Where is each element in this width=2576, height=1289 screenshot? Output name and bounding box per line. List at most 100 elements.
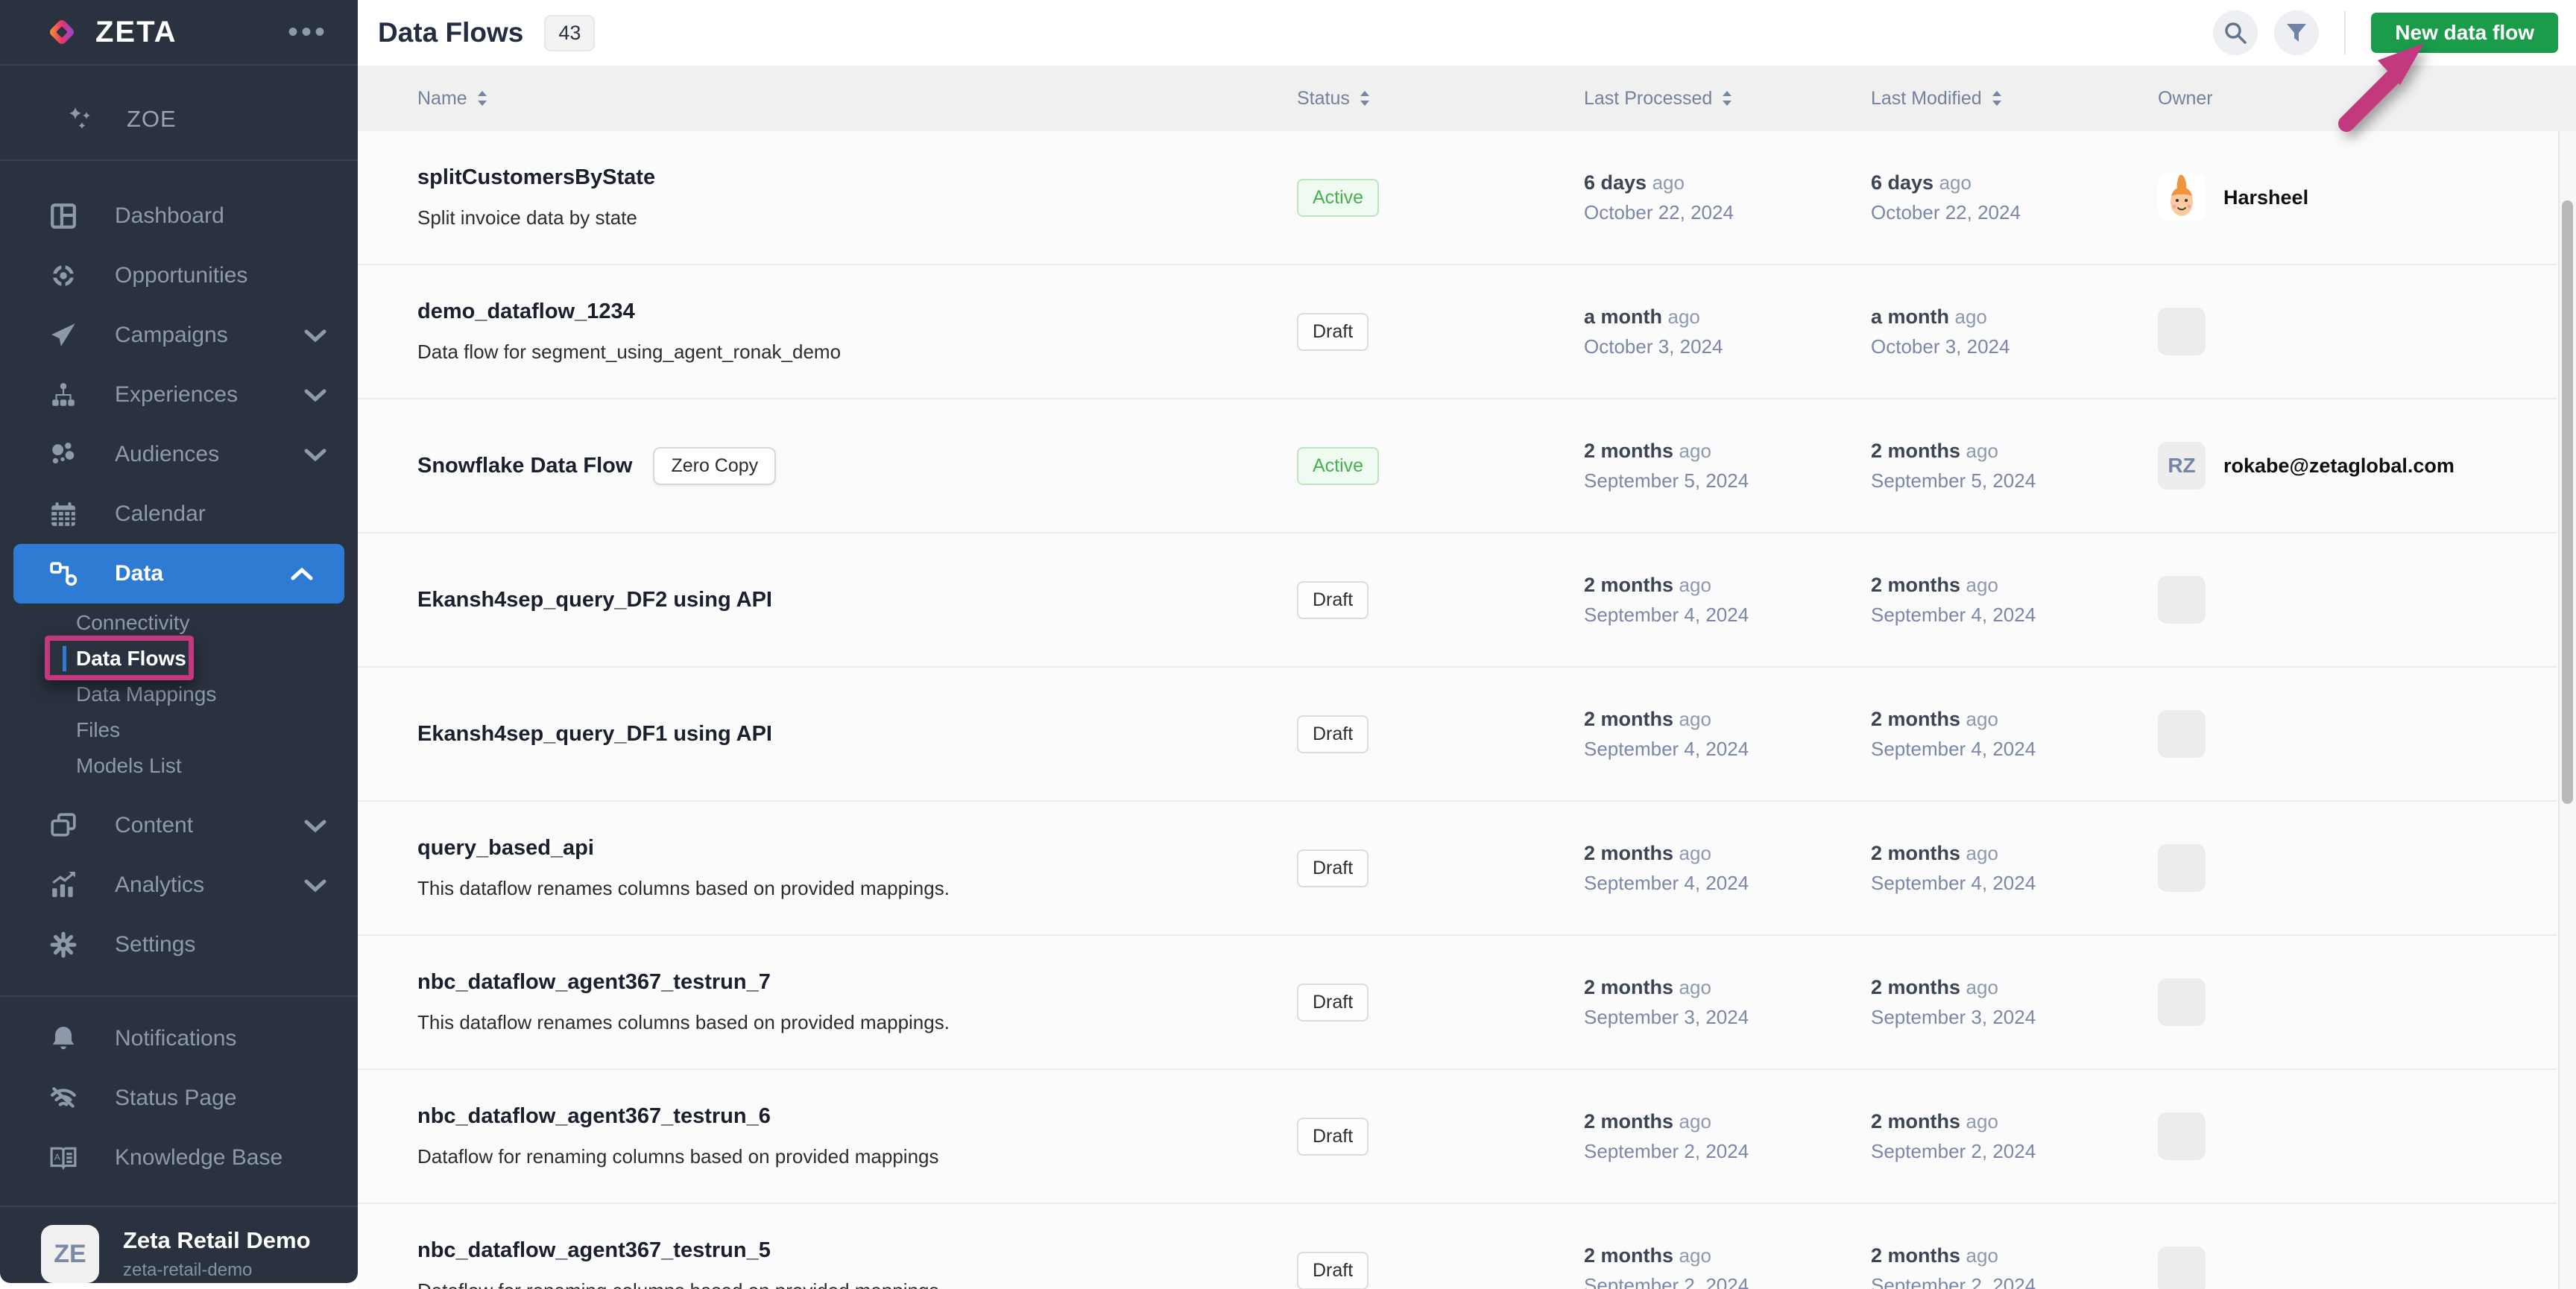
last-modified-relative: 2 months — [1871, 707, 1961, 730]
sidebar-item-label: Content — [115, 813, 194, 837]
sidebar-subitem-label: Connectivity — [76, 611, 190, 634]
sidebar-item-audiences[interactable]: Audiences — [0, 425, 358, 484]
ago-label: ago — [1939, 171, 1972, 194]
last-processed-relative: 2 months — [1584, 1244, 1674, 1267]
ago-label: ago — [1966, 439, 1998, 462]
sidebar-item-label: Opportunities — [115, 263, 248, 288]
sort-icon — [1721, 89, 1733, 107]
scrollbar-thumb[interactable] — [2562, 200, 2573, 804]
status-badge: Draft — [1297, 312, 1369, 351]
column-label: Status — [1297, 87, 1350, 109]
last-processed-relative: 2 months — [1584, 841, 1674, 864]
table-row[interactable]: nbc_dataflow_agent367_testrun_6 Dataflow… — [358, 1070, 2557, 1204]
sidebar-item-analytics[interactable]: Analytics — [0, 855, 358, 915]
data-flow-icon — [48, 559, 79, 589]
last-modified-date: September 2, 2024 — [1871, 1139, 2036, 1162]
audience-dots-icon — [48, 440, 79, 469]
sidebar-item-calendar[interactable]: Calendar — [0, 484, 358, 544]
column-label: Last Processed — [1584, 87, 1713, 109]
owner-avatar-empty — [2158, 1112, 2206, 1160]
column-header-name[interactable]: Name — [417, 88, 1297, 110]
sidebar-item-content[interactable]: Content — [0, 796, 358, 855]
sidebar-subitem-connectivity[interactable]: Connectivity — [0, 605, 358, 641]
last-modified-relative: 2 months — [1871, 573, 1961, 596]
last-modified-date: September 5, 2024 — [1871, 469, 2036, 492]
account-switcher[interactable]: ZE Zeta Retail Demo zeta-retail-demo — [0, 1225, 358, 1283]
column-header-status[interactable]: Status — [1297, 88, 1584, 110]
column-header-last-processed[interactable]: Last Processed — [1584, 88, 1871, 110]
last-processed-relative: 2 months — [1584, 573, 1674, 596]
table-header-row: Name Status Last Processed Last Modified — [358, 66, 2576, 131]
ago-label: ago — [1966, 1244, 1998, 1267]
last-processed-date: September 2, 2024 — [1584, 1273, 1749, 1289]
table-row[interactable]: Ekansh4sep_query_DF1 using API Draft 2 m… — [358, 668, 2557, 802]
sidebar-item-knowledge-base[interactable]: A Knowledge Base — [0, 1128, 358, 1188]
last-processed-date: September 5, 2024 — [1584, 469, 1749, 492]
ago-label: ago — [1679, 573, 1711, 596]
table-row[interactable]: Snowflake Data Flow Zero Copy Active 2 m… — [358, 399, 2557, 533]
ago-label: ago — [1966, 1109, 1998, 1133]
new-data-flow-button[interactable]: New data flow — [2371, 13, 2558, 53]
owner-avatar-empty — [2158, 710, 2206, 758]
sidebar-subitem-data-mappings[interactable]: Data Mappings — [0, 677, 358, 712]
sidebar-item-notifications[interactable]: Notifications — [0, 1009, 358, 1068]
sidebar-item-opportunities[interactable]: Opportunities — [0, 246, 358, 305]
filter-button[interactable] — [2274, 10, 2320, 55]
sidebar-item-experiences[interactable]: Experiences — [0, 365, 358, 425]
dataflow-name: splitCustomersByState — [417, 165, 656, 189]
table-row[interactable]: nbc_dataflow_agent367_testrun_7 This dat… — [358, 936, 2557, 1070]
owner-avatar-initials: RZ — [2158, 442, 2206, 490]
sidebar-item-zoe[interactable]: ZOE — [0, 89, 358, 149]
sidebar-subitem-models-list[interactable]: Models List — [0, 748, 358, 784]
sort-icon — [1359, 89, 1371, 107]
sidebar-divider — [0, 995, 358, 997]
status-badge: Draft — [1297, 580, 1369, 619]
dataflow-description: Dataflow for renaming columns based on p… — [417, 1279, 1297, 1289]
owner-name: rokabe@zetaglobal.com — [2223, 454, 2455, 477]
last-modified-date: September 4, 2024 — [1871, 603, 2036, 626]
table-row[interactable]: nbc_dataflow_agent367_testrun_5 Dataflow… — [358, 1204, 2557, 1289]
chevron-down-icon — [304, 328, 326, 343]
owner-avatar-empty — [2158, 844, 2206, 892]
search-button[interactable] — [2213, 10, 2258, 55]
status-badge: Draft — [1297, 1251, 1369, 1289]
sidebar-subitem-data-flows[interactable]: Data Flows — [0, 636, 358, 680]
table-row[interactable]: demo_dataflow_1234 Data flow for segment… — [358, 265, 2557, 399]
dataflow-description: This dataflow renames columns based on p… — [417, 1011, 950, 1033]
dataflow-name: Ekansh4sep_query_DF1 using API — [417, 721, 772, 746]
zero-copy-badge: Zero Copy — [653, 446, 777, 485]
sidebar-item-label: Data — [115, 561, 164, 586]
table-row[interactable]: Ekansh4sep_query_DF2 using API Draft 2 m… — [358, 533, 2557, 668]
status-badge: Draft — [1297, 715, 1369, 753]
last-modified-relative: 2 months — [1871, 1244, 1961, 1267]
signal-icon — [48, 1083, 79, 1113]
sidebar-item-dashboard[interactable]: Dashboard — [0, 186, 358, 246]
sidebar-item-campaigns[interactable]: Campaigns — [0, 305, 358, 365]
sidebar-item-settings[interactable]: Settings — [0, 915, 358, 975]
logo-text: ZETA — [95, 15, 177, 48]
last-processed-date: September 3, 2024 — [1584, 1005, 1749, 1028]
dataflow-description: This dataflow renames columns based on p… — [417, 877, 950, 899]
column-label: Owner — [2158, 87, 2213, 109]
sidebar-divider — [0, 1206, 358, 1207]
sidebar-subitem-files[interactable]: Files — [0, 712, 358, 748]
sidebar-item-data[interactable]: Data — [13, 544, 344, 604]
ago-label: ago — [1679, 975, 1711, 998]
page-title: Data Flows — [378, 17, 524, 48]
paper-plane-icon — [48, 320, 79, 350]
column-header-last-modified[interactable]: Last Modified — [1871, 88, 2158, 110]
column-header-owner: Owner — [2158, 88, 2576, 110]
last-modified-relative: 2 months — [1871, 1109, 1961, 1133]
ago-label: ago — [1679, 439, 1711, 462]
sidebar-divider — [0, 159, 358, 161]
chevron-down-icon — [304, 387, 326, 402]
scrollbar-track[interactable] — [2558, 131, 2576, 1289]
table-row[interactable]: splitCustomersByState Split invoice data… — [358, 131, 2557, 265]
sidebar-item-status-page[interactable]: Status Page — [0, 1068, 358, 1128]
sidebar-menu-dots[interactable]: ••• — [287, 16, 328, 48]
table-row[interactable]: query_based_api This dataflow renames co… — [358, 802, 2557, 936]
last-modified-relative: 2 months — [1871, 841, 1961, 864]
ago-label: ago — [1652, 171, 1685, 194]
ago-label: ago — [1966, 573, 1998, 596]
owner-avatar-empty — [2158, 978, 2206, 1026]
